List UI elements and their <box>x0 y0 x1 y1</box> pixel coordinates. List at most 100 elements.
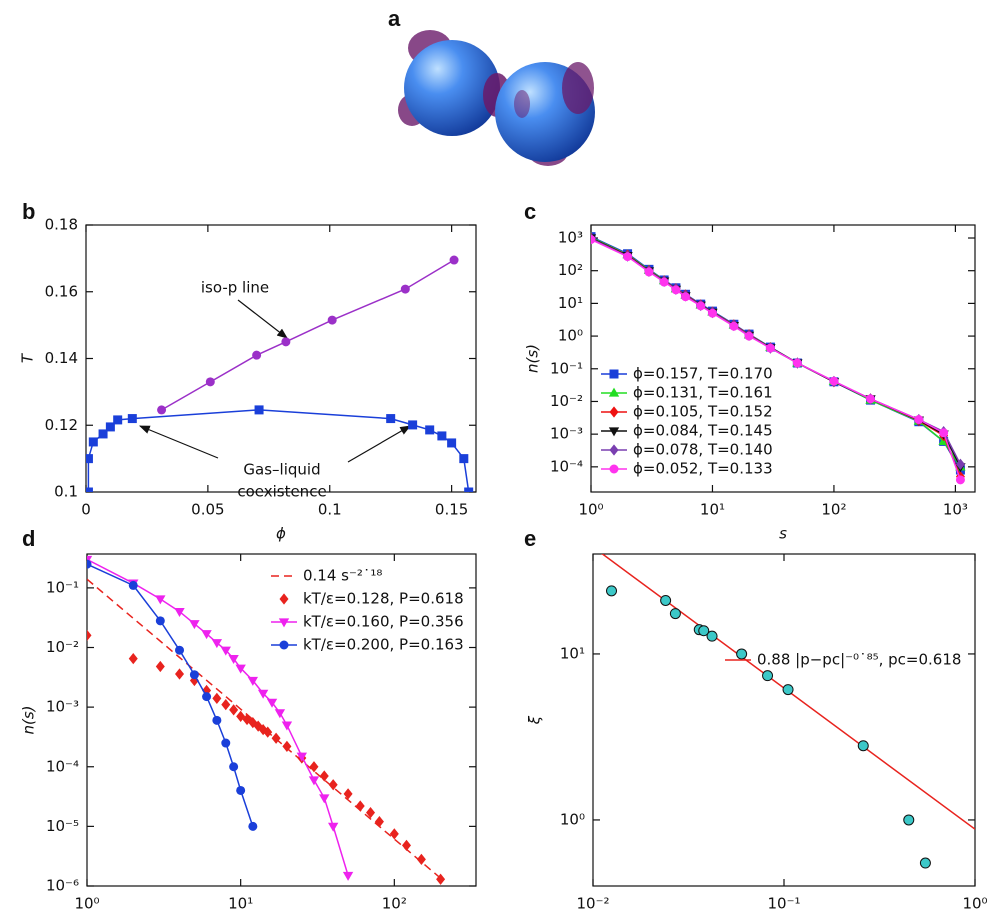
marker <box>247 676 259 686</box>
marker <box>309 761 319 773</box>
marker <box>660 594 672 606</box>
plot-area <box>601 554 975 869</box>
legend-marker <box>608 427 620 437</box>
marker <box>955 475 965 485</box>
marker <box>236 785 246 795</box>
legend-label: kT/ε=0.200, P=0.163 <box>303 636 464 654</box>
marker <box>857 740 869 752</box>
marker <box>669 608 681 620</box>
marker <box>98 429 108 439</box>
series-line <box>87 563 254 827</box>
marker <box>175 668 185 680</box>
plot-frame <box>590 224 976 493</box>
marker <box>271 732 281 744</box>
marker <box>623 252 633 262</box>
marker <box>319 770 329 782</box>
y-axis-label: n(s) <box>524 344 542 373</box>
x-tick-label: 10⁰ <box>74 895 99 913</box>
legend-label: ϕ=0.052, T=0.133 <box>633 460 773 478</box>
x-tick-label: 0 <box>81 501 91 519</box>
legend-marker <box>609 406 619 418</box>
x-tick-label: 0.15 <box>435 501 468 519</box>
y-tick-label: 10⁻⁴ <box>46 757 79 775</box>
y-tick-label: 10⁰ <box>560 810 585 828</box>
y-tick-label: 0.12 <box>45 416 78 434</box>
marker <box>644 267 654 277</box>
marker <box>447 438 457 448</box>
marker <box>436 873 446 885</box>
legend-label: ϕ=0.105, T=0.152 <box>633 403 773 421</box>
marker <box>955 458 965 470</box>
marker <box>86 487 93 492</box>
legend-marker <box>609 369 619 379</box>
marker <box>328 779 338 791</box>
marker <box>254 405 264 415</box>
marker <box>914 415 924 425</box>
series-line <box>87 558 349 876</box>
marker <box>319 794 330 804</box>
annotation: iso-p line <box>201 279 269 297</box>
y-tick-label: 10⁻³ <box>46 698 79 716</box>
marker <box>464 487 474 492</box>
marker <box>235 664 246 674</box>
marker <box>449 255 459 265</box>
marker <box>87 629 92 641</box>
x-tick-label: 0.05 <box>191 501 224 519</box>
legend-marker <box>279 640 289 650</box>
marker <box>86 454 93 464</box>
y-axis-label: ξ <box>526 715 544 725</box>
marker <box>155 660 165 673</box>
marker <box>308 776 320 786</box>
marker <box>706 630 718 642</box>
panel-label: e <box>524 526 536 551</box>
marker <box>155 595 166 605</box>
marker <box>263 726 273 738</box>
plot-frame <box>86 553 477 887</box>
marker <box>175 645 185 655</box>
marker <box>155 616 165 626</box>
legend-label: ϕ=0.157, T=0.170 <box>633 365 773 383</box>
y-tick-label: 10⁻¹ <box>550 359 583 377</box>
y-tick-label: 10² <box>558 261 583 279</box>
marker <box>400 284 410 294</box>
marker <box>829 376 839 386</box>
marker <box>425 425 435 435</box>
y-tick-label: 10³ <box>558 229 583 247</box>
plot-area <box>87 555 446 885</box>
annotation-arrow <box>347 425 411 463</box>
marker <box>355 800 365 812</box>
marker <box>127 414 137 424</box>
legend-label: kT/ε=0.160, P=0.356 <box>303 613 464 631</box>
x-tick-label: 10⁻² <box>576 895 609 913</box>
x-tick-label: 10² <box>382 895 407 913</box>
marker <box>437 431 447 441</box>
plot-frame <box>85 224 477 493</box>
y-tick-label: 10¹ <box>558 294 583 312</box>
marker <box>792 358 802 368</box>
y-axis-label: n(s) <box>20 705 38 734</box>
y-axis-label: T <box>19 352 37 363</box>
marker <box>659 277 669 287</box>
plot-frame <box>592 553 976 887</box>
marker <box>212 692 222 705</box>
marker <box>903 814 915 826</box>
annotation-arrow <box>139 425 219 459</box>
marker <box>671 285 681 295</box>
legend-marker <box>609 464 619 474</box>
marker <box>211 639 223 649</box>
marker <box>408 420 418 430</box>
y-tick-label: 0.1 <box>54 483 78 501</box>
x-tick-label: 10⁻¹ <box>767 895 800 913</box>
y-tick-label: 10⁻⁶ <box>46 877 79 895</box>
marker <box>606 585 618 597</box>
marker <box>401 839 411 852</box>
marker <box>228 655 239 665</box>
annotation: Gas–liquid <box>243 461 320 479</box>
marker <box>282 740 292 752</box>
y-tick-label: 10⁰ <box>558 327 583 345</box>
legend-label: 0.88 |p−pc|⁻⁰˙⁸⁵, pc=0.618 <box>757 651 961 669</box>
x-tick-label: 10¹ <box>700 501 725 519</box>
panel-label: d <box>22 526 35 551</box>
legend-label: ϕ=0.084, T=0.145 <box>633 422 773 440</box>
